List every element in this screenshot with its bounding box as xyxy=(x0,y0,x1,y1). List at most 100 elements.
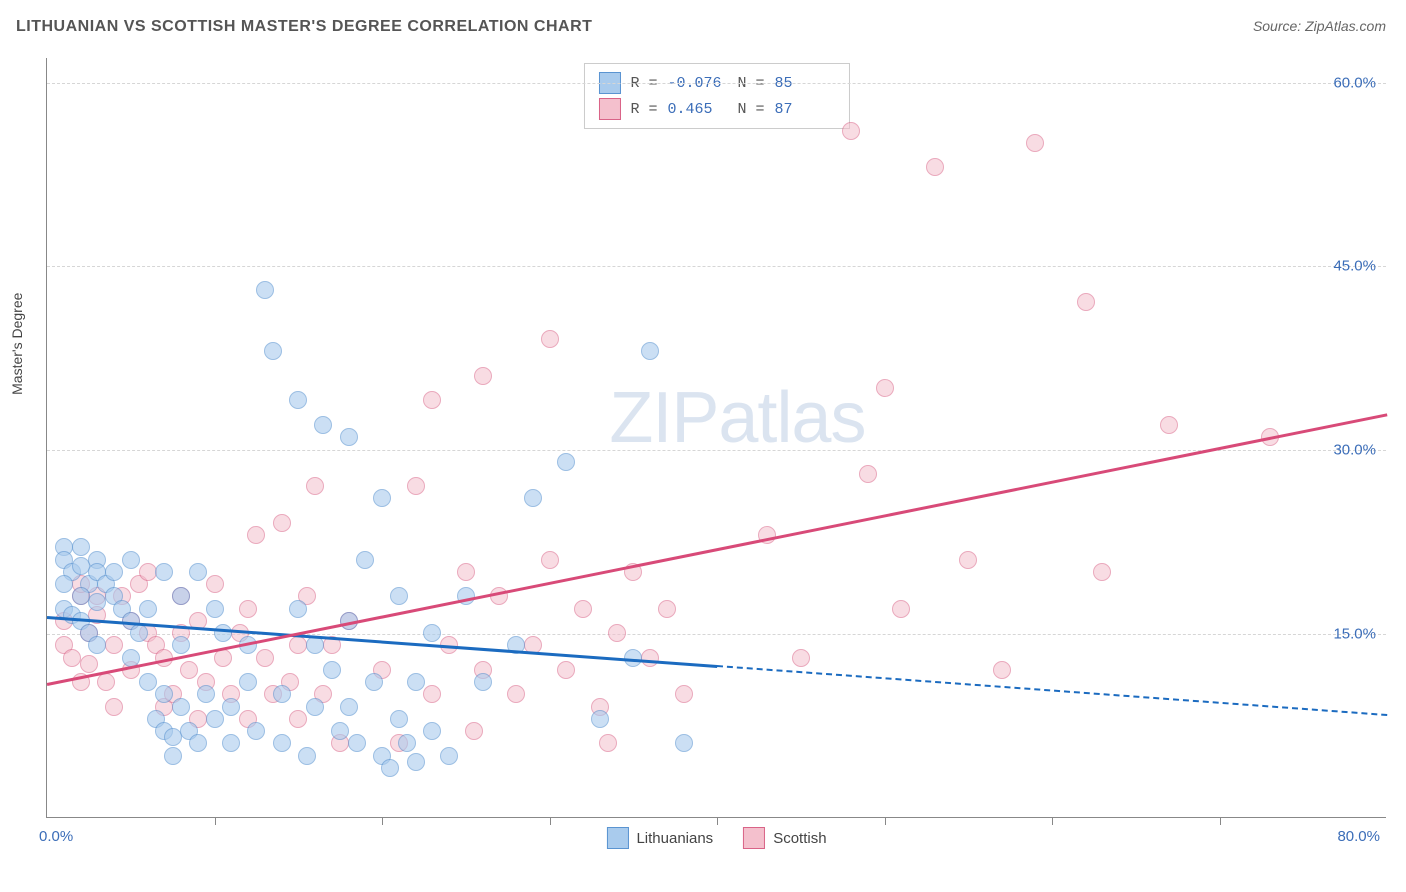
y-tick-label: 60.0% xyxy=(1333,74,1376,91)
scatter-point-a xyxy=(172,698,190,716)
scatter-point-b xyxy=(541,330,559,348)
trend-line xyxy=(717,665,1387,716)
watermark-atlas: atlas xyxy=(718,378,865,458)
scatter-point-b xyxy=(1026,134,1044,152)
scatter-point-a xyxy=(289,391,307,409)
y-axis-title: Master's Degree xyxy=(9,292,25,394)
source-label: Source: ZipAtlas.com xyxy=(1253,18,1386,34)
scatter-point-b xyxy=(289,636,307,654)
legend-item-a: Lithuanians xyxy=(606,827,713,849)
scatter-point-a xyxy=(314,416,332,434)
n-label-b: N = xyxy=(738,101,765,118)
scatter-point-b xyxy=(97,673,115,691)
scatter-point-a xyxy=(164,728,182,746)
scatter-point-b xyxy=(306,477,324,495)
scatter-point-a xyxy=(222,734,240,752)
scatter-point-a xyxy=(256,281,274,299)
scatter-point-b xyxy=(1160,416,1178,434)
scatter-point-b xyxy=(541,551,559,569)
scatter-point-a xyxy=(72,587,90,605)
scatter-point-a xyxy=(139,600,157,618)
scatter-point-b xyxy=(1093,563,1111,581)
scatter-point-a xyxy=(440,747,458,765)
scatter-point-b xyxy=(423,685,441,703)
scatter-point-b xyxy=(507,685,525,703)
scatter-point-a xyxy=(72,557,90,575)
scatter-point-a xyxy=(206,710,224,728)
scatter-point-a xyxy=(407,753,425,771)
scatter-point-a xyxy=(390,710,408,728)
scatter-point-a xyxy=(273,685,291,703)
scatter-point-b xyxy=(247,526,265,544)
scatter-point-a xyxy=(524,489,542,507)
scatter-point-b xyxy=(180,661,198,679)
gridline xyxy=(47,266,1386,267)
chart-container: LITHUANIAN VS SCOTTISH MASTER'S DEGREE C… xyxy=(0,0,1406,892)
y-tick-label: 30.0% xyxy=(1333,442,1376,459)
scatter-point-b xyxy=(239,600,257,618)
scatter-point-b xyxy=(608,624,626,642)
scatter-point-a xyxy=(373,489,391,507)
scatter-point-b xyxy=(599,734,617,752)
scatter-point-b xyxy=(465,722,483,740)
x-tick xyxy=(1052,817,1053,825)
scatter-point-b xyxy=(407,477,425,495)
legend: Lithuanians Scottish xyxy=(606,827,826,849)
y-tick-label: 45.0% xyxy=(1333,258,1376,275)
scatter-point-a xyxy=(390,587,408,605)
scatter-point-a xyxy=(130,624,148,642)
x-tick xyxy=(550,817,551,825)
scatter-point-a xyxy=(289,600,307,618)
scatter-point-b xyxy=(63,649,81,667)
scatter-point-b xyxy=(926,158,944,176)
scatter-point-b xyxy=(289,710,307,728)
gridline xyxy=(47,83,1386,84)
scatter-point-a xyxy=(331,722,349,740)
scatter-point-a xyxy=(591,710,609,728)
scatter-point-a xyxy=(323,661,341,679)
swatch-b xyxy=(598,98,620,120)
scatter-point-a xyxy=(306,698,324,716)
scatter-point-a xyxy=(264,342,282,360)
scatter-point-a xyxy=(172,587,190,605)
scatter-point-a xyxy=(55,575,73,593)
watermark-zip: ZIP xyxy=(609,378,718,458)
x-tick xyxy=(215,817,216,825)
scatter-point-a xyxy=(407,673,425,691)
scatter-point-a xyxy=(675,734,693,752)
scatter-point-a xyxy=(139,673,157,691)
trend-line xyxy=(47,414,1387,686)
legend-swatch-b xyxy=(743,827,765,849)
scatter-point-a xyxy=(172,636,190,654)
scatter-point-a xyxy=(88,636,106,654)
scatter-point-b xyxy=(876,379,894,397)
scatter-point-a xyxy=(365,673,383,691)
scatter-point-a xyxy=(239,673,257,691)
scatter-point-b xyxy=(641,649,659,667)
scatter-point-b xyxy=(256,649,274,667)
chart-title: LITHUANIAN VS SCOTTISH MASTER'S DEGREE C… xyxy=(16,18,592,36)
correlation-stats-box: R = -0.076 N = 85 R = 0.465 N = 87 xyxy=(583,63,849,129)
scatter-point-a xyxy=(214,624,232,642)
stats-row-b: R = 0.465 N = 87 xyxy=(598,96,834,122)
scatter-point-a xyxy=(247,722,265,740)
x-axis-min-label: 0.0% xyxy=(39,828,73,845)
scatter-point-a xyxy=(340,698,358,716)
legend-label-b: Scottish xyxy=(773,830,826,847)
scatter-point-b xyxy=(892,600,910,618)
x-tick xyxy=(885,817,886,825)
scatter-point-a xyxy=(189,734,207,752)
scatter-point-a xyxy=(164,747,182,765)
scatter-point-b xyxy=(1077,293,1095,311)
scatter-point-b xyxy=(273,514,291,532)
scatter-point-a xyxy=(155,563,173,581)
scatter-point-b xyxy=(792,649,810,667)
x-axis-max-label: 80.0% xyxy=(1337,828,1380,845)
n-value-b: 87 xyxy=(775,101,835,118)
scatter-point-b xyxy=(859,465,877,483)
scatter-point-b xyxy=(658,600,676,618)
scatter-point-b xyxy=(557,661,575,679)
scatter-point-a xyxy=(206,600,224,618)
x-tick xyxy=(382,817,383,825)
plot-area: Master's Degree ZIPatlas R = -0.076 N = … xyxy=(46,58,1386,818)
